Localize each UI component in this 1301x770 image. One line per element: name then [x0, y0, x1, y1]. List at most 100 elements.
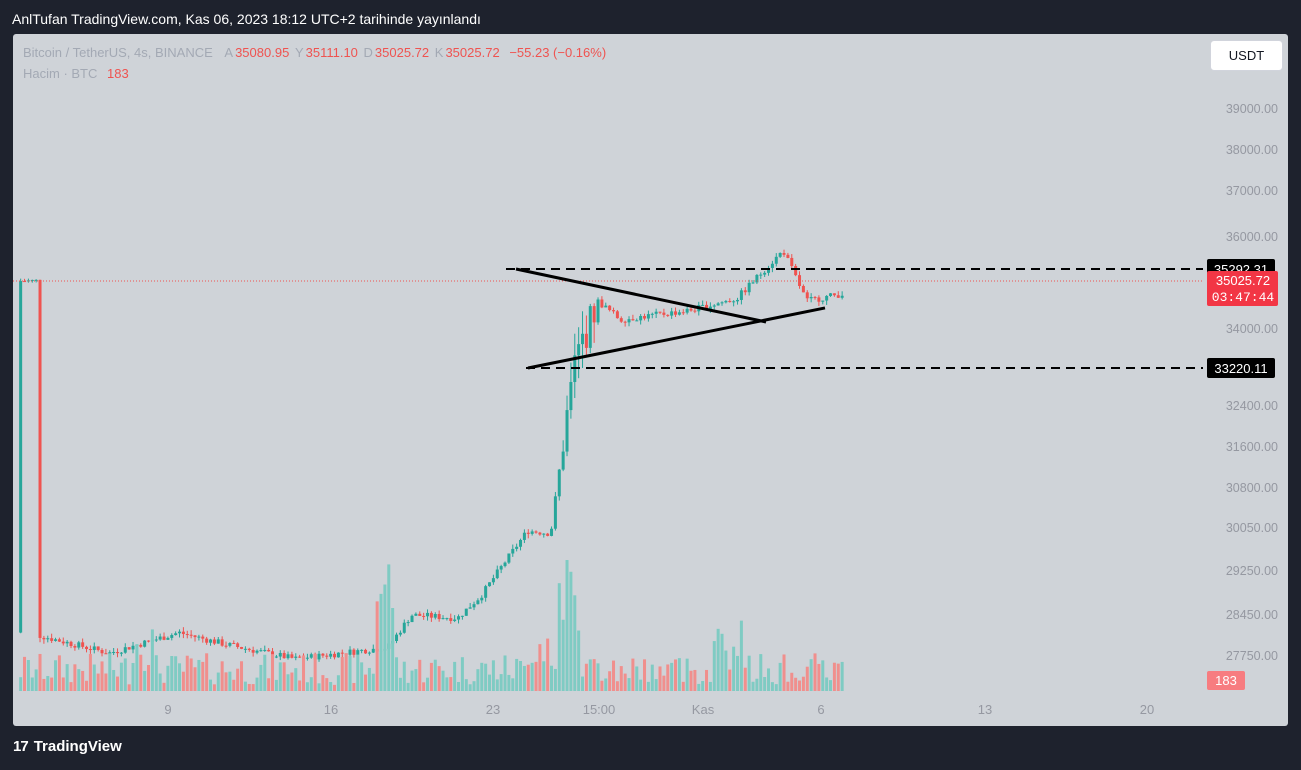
volume-bar [829, 680, 833, 691]
candle-body [178, 631, 182, 634]
candle-body [519, 539, 523, 547]
volume-bar [685, 658, 689, 691]
candle-body [81, 642, 85, 647]
volume-value: 183 [107, 66, 129, 81]
volume-bar [790, 672, 794, 691]
volume-bar [255, 677, 259, 691]
y-axis-tick-label: 28450.00 [1226, 608, 1278, 622]
symbol-legend: Bitcoin / TetherUS, 4s, BINANCE A 35080.9… [23, 45, 606, 60]
candle-body [468, 607, 472, 609]
volume-bar [701, 681, 705, 691]
currency-button[interactable]: USDT [1210, 40, 1283, 71]
candle-body [181, 631, 185, 635]
candle-body [786, 254, 790, 258]
candle-body [457, 616, 461, 620]
candle-body [739, 290, 743, 300]
candle-body [19, 281, 23, 633]
volume-bar [693, 669, 697, 691]
volume-bar [716, 628, 720, 691]
change-value: −55.23 (−0.16%) [509, 45, 607, 60]
volume-bar [770, 682, 774, 691]
candle-body [232, 642, 236, 644]
volume-bar [468, 684, 472, 691]
volume-bar [542, 661, 546, 691]
volume-bar [305, 682, 309, 691]
candle-body [154, 639, 158, 641]
volume-bar [476, 669, 480, 691]
candle-body [240, 646, 244, 649]
volume-bar [383, 584, 387, 691]
volume-bar [689, 670, 693, 691]
candle-body [662, 312, 666, 315]
volume-bar [728, 669, 732, 691]
volume-bar [375, 601, 379, 691]
volume-bar [623, 673, 627, 691]
volume-bar [205, 653, 209, 691]
volume-bar [674, 659, 678, 691]
candle-body [635, 320, 639, 322]
candle-body [507, 553, 511, 563]
candle-body [127, 647, 131, 650]
x-axis-tick-label: 20 [1140, 702, 1154, 717]
candle-body [92, 646, 96, 650]
candle-body [100, 649, 104, 654]
candle-body [57, 639, 61, 642]
candle-body [685, 308, 689, 313]
candle-body [119, 652, 123, 654]
candle-body [476, 600, 480, 605]
tradingview-logo[interactable]: 17 TradingView [13, 738, 122, 755]
volume-bar [54, 660, 58, 691]
candle-body [724, 301, 728, 303]
x-axis-tick-label: 9 [164, 702, 171, 717]
close-label: K [434, 45, 444, 60]
candle-body [643, 315, 647, 319]
candle-body [329, 653, 333, 657]
volume-bar [340, 657, 344, 691]
volume-bar [325, 678, 329, 691]
y-axis-tick-label: 38000.00 [1226, 143, 1278, 157]
volume-bar [538, 644, 542, 691]
volume-badge-value: 183 [1215, 673, 1237, 688]
candle-body [809, 297, 813, 299]
candle-body [805, 292, 809, 299]
volume-bar [77, 669, 81, 691]
volume-bar [360, 662, 364, 691]
volume-bar [646, 681, 650, 691]
price-chart[interactable]: 39000.00 38000.00 37000.00 36000.00 34000.00… [13, 34, 1288, 726]
candle-body [317, 653, 321, 660]
candle-body [666, 314, 670, 316]
candle-body [767, 267, 771, 273]
candle-body [495, 569, 499, 579]
y-axis-tick-label: 39000.00 [1226, 102, 1278, 116]
volume-bar [778, 662, 782, 691]
candle-body [759, 274, 763, 276]
volume-bar [247, 683, 251, 691]
volume-bar [526, 664, 530, 691]
candle-body [85, 646, 89, 650]
volume-bar [50, 677, 54, 691]
candle-body [763, 272, 767, 275]
volume-bar [193, 667, 197, 691]
volume-bar [600, 680, 604, 691]
candle-body [472, 604, 476, 608]
volume-bar [739, 620, 743, 691]
candle-body [294, 656, 298, 658]
volume-bar [658, 666, 662, 691]
volume-bar [662, 675, 666, 691]
candle-body [65, 641, 69, 644]
y-axis-tick-label: 32400.00 [1226, 399, 1278, 413]
volume-bar [154, 655, 158, 691]
volume-bar [302, 655, 306, 691]
candle-body [774, 256, 778, 264]
volume-bar [426, 677, 430, 691]
chart-pane[interactable]: 39000.00 38000.00 37000.00 36000.00 34000.00… [13, 34, 1288, 726]
candle-body [449, 618, 453, 621]
candle-body [367, 652, 371, 654]
volume-bar [352, 682, 356, 691]
candle-body [77, 642, 81, 648]
volume-bar [26, 659, 30, 691]
volume-bar [670, 662, 674, 691]
volume-bar [135, 644, 139, 691]
y-axis-tick-label: 30800.00 [1226, 481, 1278, 495]
volume-bar [96, 673, 100, 691]
